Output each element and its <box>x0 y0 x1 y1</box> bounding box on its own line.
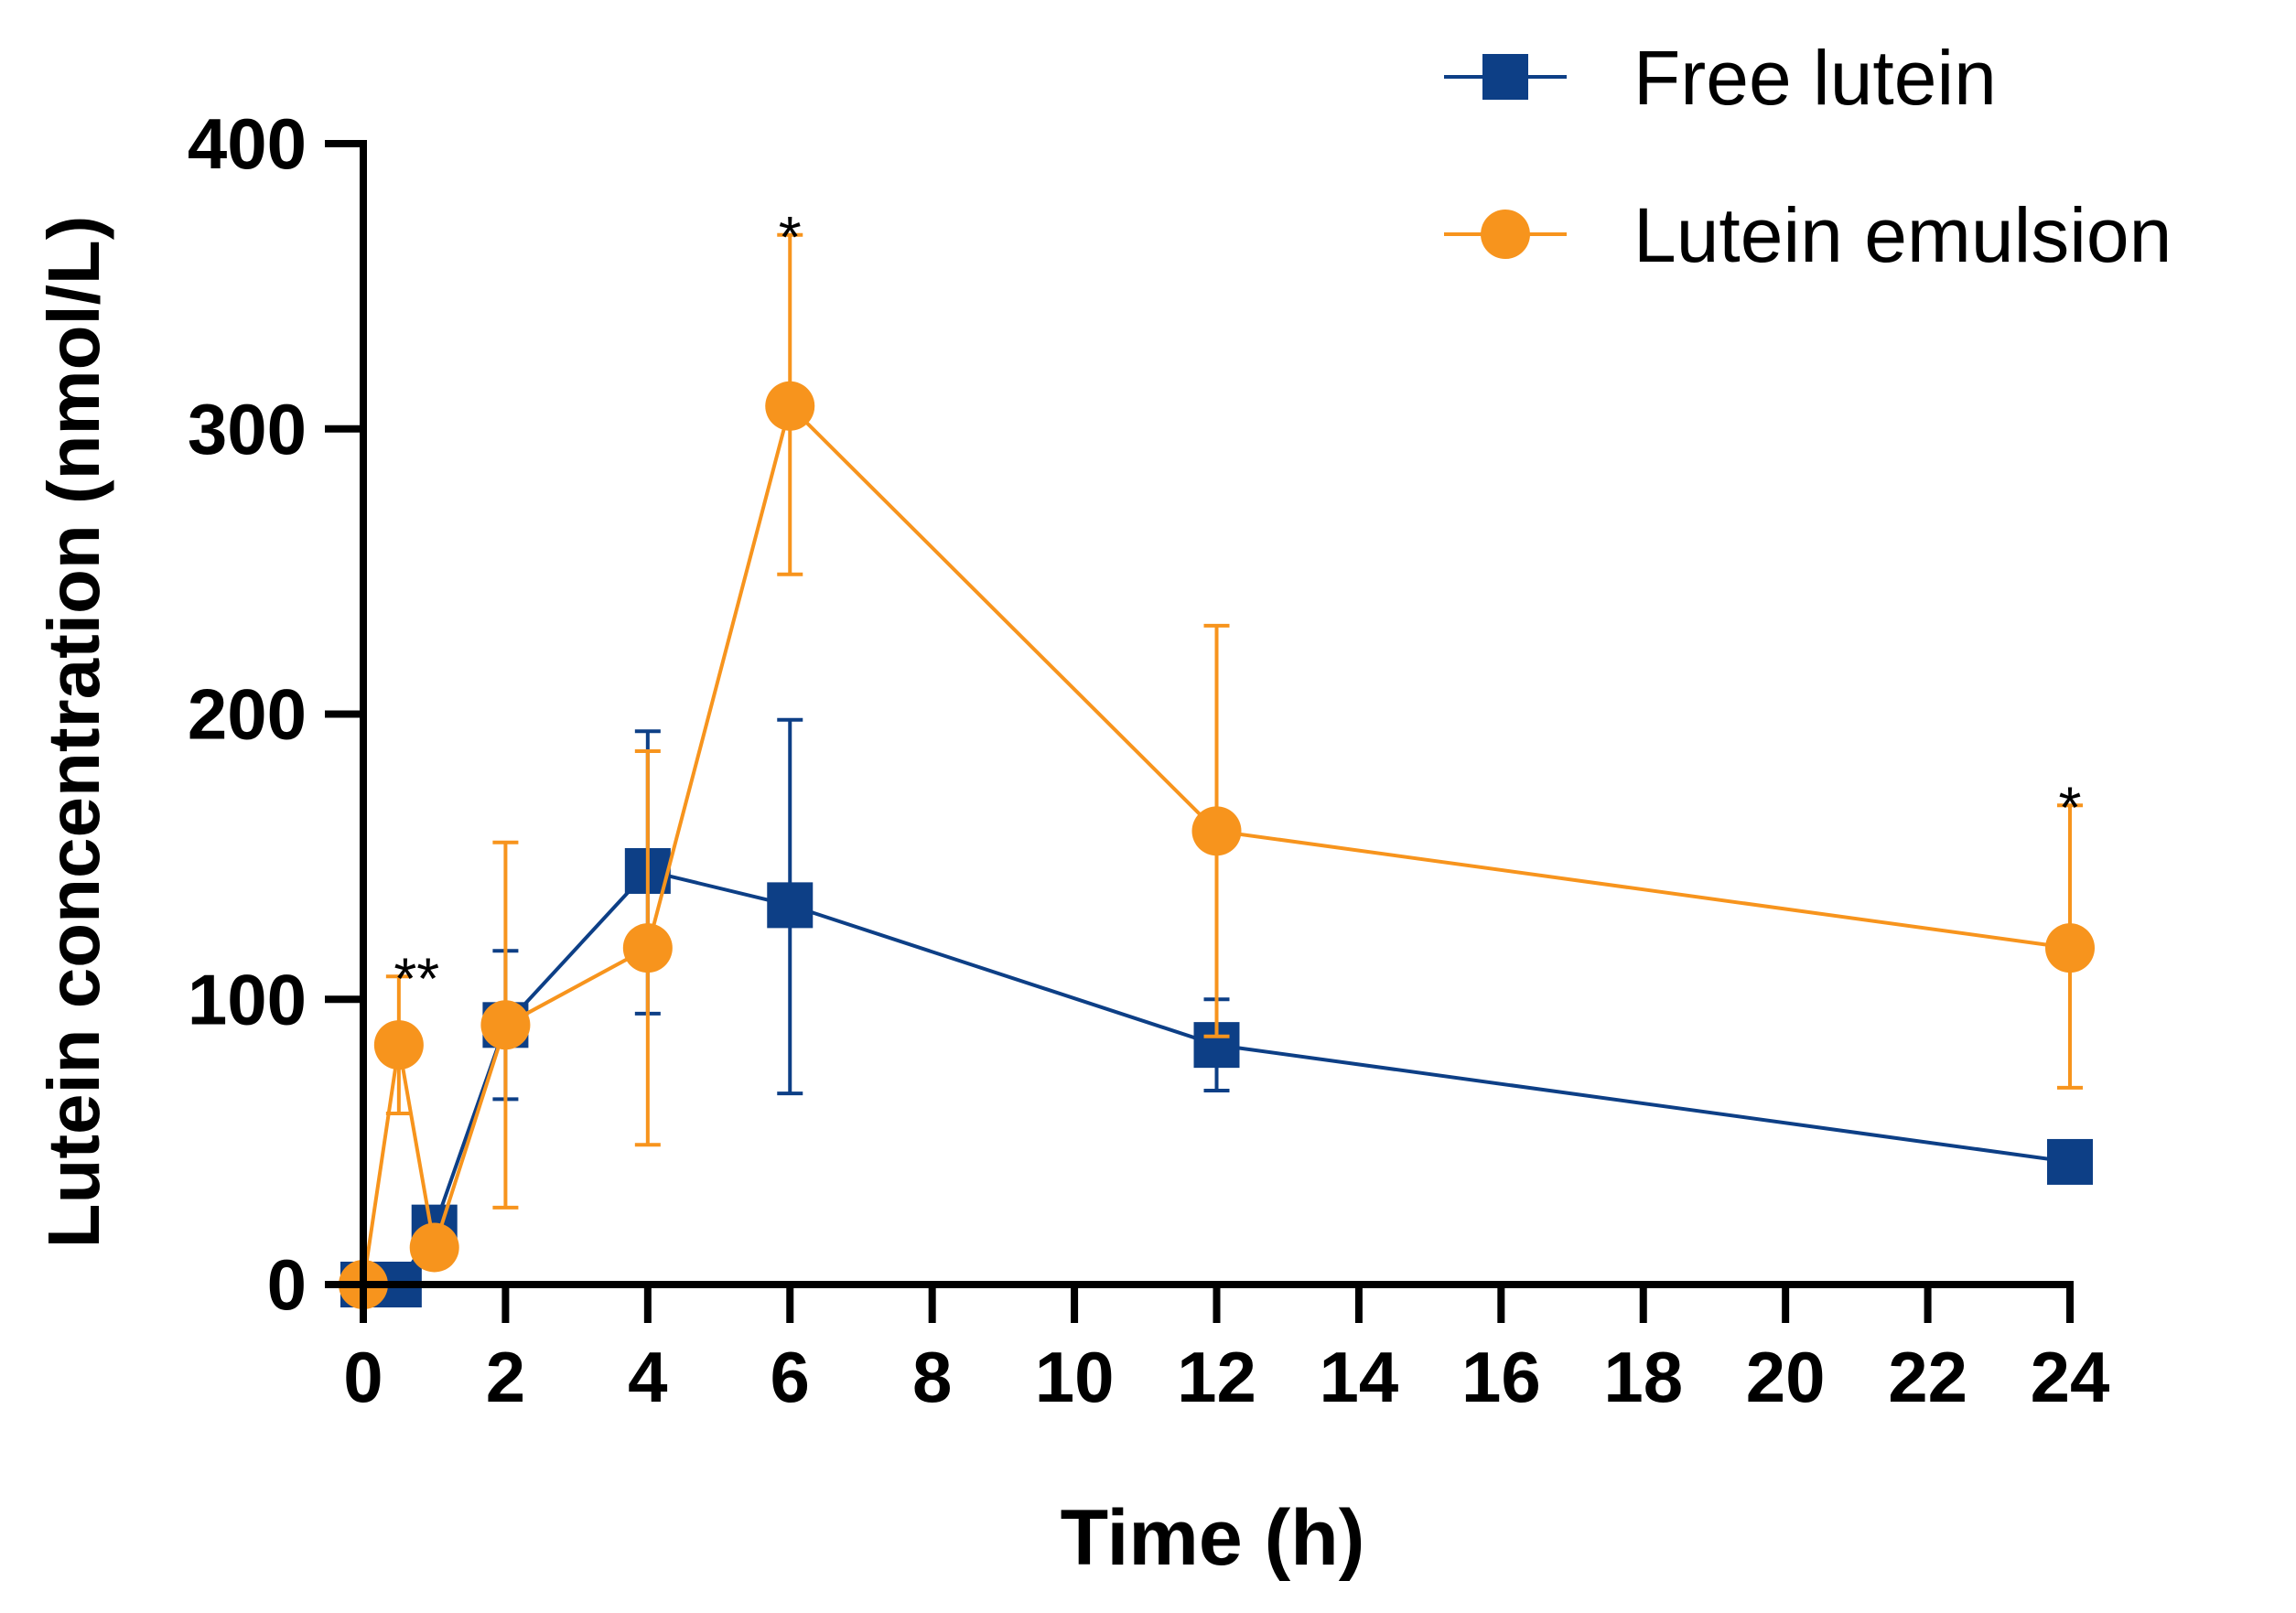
x-tick-label: 18 <box>1603 1337 1683 1417</box>
data-point <box>409 1222 459 1273</box>
x-tick-label: 0 <box>343 1337 383 1417</box>
significance-marker: ** <box>393 946 439 1012</box>
series-layer <box>339 232 2095 1309</box>
data-point <box>2047 1138 2093 1185</box>
y-axis-title: Lutein concentration (nmol/L) <box>33 216 114 1249</box>
series-line <box>361 402 2071 1285</box>
data-point <box>480 1000 531 1050</box>
data-point <box>622 923 673 973</box>
data-point <box>767 882 814 929</box>
legend-label: Lutein emulsion <box>1633 192 2172 278</box>
legend-marker <box>1481 210 1530 259</box>
y-tick-label: 400 <box>188 103 307 184</box>
x-tick-label: 8 <box>912 1337 952 1417</box>
y-tick-label: 100 <box>188 959 307 1039</box>
data-point <box>1191 806 1242 856</box>
y-tick-label: 200 <box>188 674 307 755</box>
x-tick-label: 20 <box>1746 1337 1826 1417</box>
data-point <box>373 1020 424 1070</box>
legend: Free lutein Lutein emulsion <box>1444 35 2172 278</box>
significance-marker: * <box>2059 775 2082 841</box>
x-tick-label: 16 <box>1461 1337 1541 1417</box>
x-axis-title: Time (h) <box>1061 1494 1365 1582</box>
x-tick-label: 2 <box>486 1337 525 1417</box>
legend-entry: Free lutein <box>1444 35 1997 121</box>
data-point <box>765 381 815 431</box>
x-tick-label: 6 <box>771 1337 810 1417</box>
x-tick-label: 4 <box>628 1337 667 1417</box>
y-tick-label: 300 <box>188 389 307 469</box>
significance-marker: * <box>779 204 802 270</box>
x-tick-label: 24 <box>2031 1337 2110 1417</box>
y-tick-label: 0 <box>267 1244 307 1325</box>
x-tick-label: 22 <box>1888 1337 1967 1417</box>
series-lutein-emulsion <box>339 232 2095 1309</box>
legend-label: Free lutein <box>1633 35 1997 121</box>
data-point <box>2045 923 2095 973</box>
legend-marker <box>1482 54 1528 100</box>
annotation-layer: **** <box>393 204 2081 1012</box>
x-tick-label: 10 <box>1035 1337 1115 1417</box>
x-tick-label: 14 <box>1320 1337 1399 1417</box>
legend-entry: Lutein emulsion <box>1444 192 2172 278</box>
x-tick-label: 12 <box>1177 1337 1256 1417</box>
